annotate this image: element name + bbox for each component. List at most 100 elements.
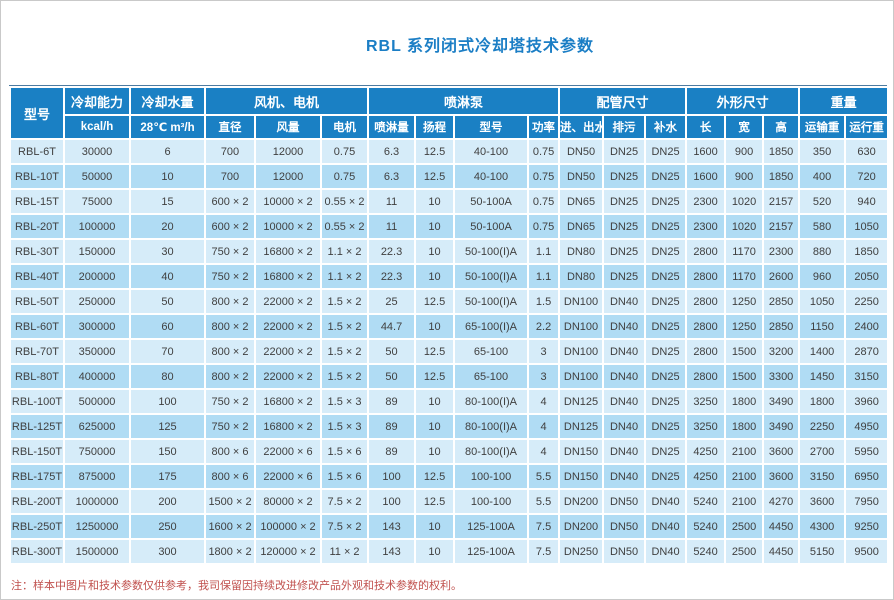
table-cell: 10000 × 2 [254, 188, 322, 215]
table-cell: 150 [129, 438, 206, 465]
model-cell: RBL-200T [9, 488, 65, 515]
table-cell: 880 [798, 238, 847, 265]
table-cell: 150000 [63, 238, 131, 265]
model-cell: RBL-30T [9, 238, 65, 265]
table-cell: 12.5 [414, 488, 456, 515]
table-cell: 1.5 × 2 [319, 313, 370, 340]
table-cell: DN40 [644, 538, 688, 565]
table-cell: 4950 [844, 413, 890, 440]
table-cell: DN25 [644, 263, 688, 290]
table-cell: DN250 [558, 538, 605, 565]
table-cell: DN25 [644, 138, 688, 165]
table-row: RBL-250T 1250000 250 1600 × 2 100000 × 2 7.5 … [9, 513, 890, 540]
model-cell: RBL-250T [9, 513, 65, 540]
table-body: RBL-6T 30000 6 700 12000 0.75 6.3 12.5 40-100 0.7… [9, 138, 890, 565]
table-cell: 50-100(I)A [453, 238, 530, 265]
table-cell: 2300 [762, 238, 801, 265]
table-cell: 1500 [724, 363, 765, 390]
table-cell: 16800 × 2 [254, 413, 322, 440]
table-cell: 22.3 [367, 238, 417, 265]
table-cell: 12.5 [414, 138, 456, 165]
table-cell: 10 [414, 263, 456, 290]
table-cell: 1250000 [63, 513, 131, 540]
table-cell: 50 [367, 363, 417, 390]
table-cell: 12000 [254, 138, 322, 165]
table-cell: 300000 [63, 313, 131, 340]
table-cell: 12.5 [414, 463, 456, 490]
table-cell: 143 [367, 538, 417, 565]
table-cell: 80-100(I)A [453, 438, 530, 465]
column-sub-header: 风量 [254, 114, 322, 140]
table-cell: 1050 [844, 213, 890, 240]
table-cell: 1500000 [63, 538, 131, 565]
table-cell: 2850 [762, 288, 801, 315]
column-group-header: 型号 [9, 86, 65, 140]
table-cell: 120000 × 2 [254, 538, 322, 565]
table-cell: 125 [129, 413, 206, 440]
table-cell: 10 [414, 413, 456, 440]
table-cell: 0.75 [319, 138, 370, 165]
table-cell: 16800 × 2 [254, 263, 322, 290]
table-cell: 1600 × 2 [204, 513, 256, 540]
column-sub-header: 进、出水 [558, 114, 605, 140]
table-cell: 1.1 × 2 [319, 238, 370, 265]
table-cell: 700 [204, 163, 256, 190]
table-cell: 50000 [63, 163, 131, 190]
spec-table-wrap: 型号 冷却能力 冷却水量 风机、电机 喷淋泵 配管尺寸 外形尺寸 重量 kcal/h 28℃ m… [9, 85, 890, 565]
table-cell: 940 [844, 188, 890, 215]
table-cell: 65-100(I)A [453, 313, 530, 340]
table-cell: 1.5 [527, 288, 561, 315]
table-cell: 75000 [63, 188, 131, 215]
table-cell: DN50 [558, 138, 605, 165]
table-cell: DN25 [644, 238, 688, 265]
table-cell: DN25 [602, 163, 647, 190]
table-cell: 20 [129, 213, 206, 240]
table-cell: 1250 [724, 288, 765, 315]
table-cell: 9250 [844, 513, 890, 540]
table-cell: 1050 [798, 288, 847, 315]
table-cell: 15 [129, 188, 206, 215]
table-row: RBL-175T 875000 175 800 × 6 22000 × 6 1.5 × 6… [9, 463, 890, 490]
table-cell: 4450 [762, 538, 801, 565]
table-cell: 12.5 [414, 338, 456, 365]
table-row: RBL-300T 1500000 300 1800 × 2 120000 × 2 11 ×… [9, 538, 890, 565]
table-row: RBL-6T 30000 6 700 12000 0.75 6.3 12.5 40-100 0.7… [9, 138, 890, 165]
table-cell: DN40 [602, 288, 647, 315]
table-cell: 3490 [762, 388, 801, 415]
table-cell: 10000 × 2 [254, 213, 322, 240]
table-row: RBL-80T 400000 80 800 × 2 22000 × 2 1.5 × 2 50… [9, 363, 890, 390]
table-cell: 800 × 6 [204, 438, 256, 465]
table-cell: 100-100 [453, 463, 530, 490]
table-cell: 1.5 × 2 [319, 288, 370, 315]
table-cell: 4450 [762, 513, 801, 540]
table-cell: 1.5 × 2 [319, 363, 370, 390]
table-cell: DN25 [644, 163, 688, 190]
table-cell: DN25 [644, 213, 688, 240]
table-cell: 625000 [63, 413, 131, 440]
table-cell: DN125 [558, 413, 605, 440]
table-cell: 175 [129, 463, 206, 490]
table-cell: DN25 [644, 288, 688, 315]
column-sub-header: kcal/h [63, 114, 131, 140]
table-cell: 1.1 × 2 [319, 263, 370, 290]
table-cell: 5240 [685, 538, 727, 565]
table-cell: DN50 [558, 163, 605, 190]
table-cell: 12.5 [414, 288, 456, 315]
table-cell: 3 [527, 363, 561, 390]
table-cell: 3600 [798, 488, 847, 515]
table-cell: DN65 [558, 213, 605, 240]
table-cell: 30 [129, 238, 206, 265]
table-cell: 1.1 [527, 238, 561, 265]
table-cell: DN25 [644, 338, 688, 365]
table-cell: 1850 [762, 163, 801, 190]
table-cell: 4250 [685, 463, 727, 490]
table-cell: 80-100(I)A [453, 413, 530, 440]
table-cell: 1.5 × 6 [319, 438, 370, 465]
model-cell: RBL-20T [9, 213, 65, 240]
table-cell: 1.5 × 3 [319, 388, 370, 415]
model-cell: RBL-175T [9, 463, 65, 490]
table-cell: 3 [527, 338, 561, 365]
table-cell: 12000 [254, 163, 322, 190]
table-cell: DN80 [558, 238, 605, 265]
table-cell: 1400 [798, 338, 847, 365]
